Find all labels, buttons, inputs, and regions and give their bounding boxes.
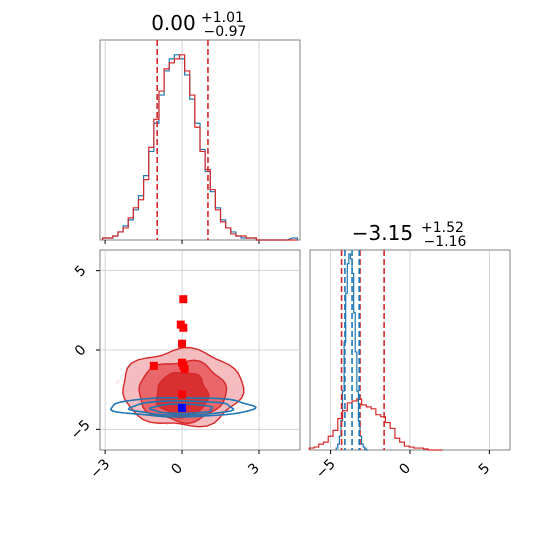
- panel-2-blue-contour: [109, 397, 257, 418]
- panel-2-y-tick-label: −5: [68, 417, 94, 443]
- panel-1-grid: [104, 40, 260, 240]
- panel-1-title-value: 0.00: [151, 11, 196, 35]
- panel-2-red-marker: [178, 390, 187, 399]
- panel-3-x-tick-label: 5: [476, 460, 494, 478]
- panel-2-scatter-point: [212, 354, 215, 357]
- marginal-histogram-2: −5 0 5 −3.15 +1.52 −1.16: [308, 217, 511, 482]
- panel-3-title-minus: −1.16: [424, 234, 467, 250]
- panel-2-x-tick-label: 0: [168, 460, 186, 478]
- panel-2-scatter-point: [237, 368, 240, 371]
- panel-2-scatter-point: [159, 353, 162, 356]
- panel-2-blue-marker: [178, 403, 187, 412]
- panel-3-histogram-red: [308, 398, 443, 451]
- panel-2-scatter-point: [195, 428, 198, 431]
- panel-3-quantile-lines: [340, 250, 385, 450]
- panel-3-x-tick-label: −5: [313, 456, 339, 482]
- panel-1-title-plus: +1.01: [201, 10, 244, 26]
- panel-2-y-tick-label: 0: [72, 342, 90, 360]
- panel-1-title: 0.00 +1.01 −0.97: [151, 7, 249, 40]
- panel-2-red-marker: [179, 295, 188, 304]
- panel-2-scatter-point: [242, 405, 244, 408]
- panel-1-title-minus: −0.97: [204, 24, 247, 40]
- panel-2-blue-contour: [148, 403, 214, 415]
- panel-2-blue-contours: [109, 397, 257, 418]
- panel-2-red-marker: [178, 339, 187, 348]
- panel-2-scatter-point: [117, 379, 120, 382]
- panel-3-title-value: −3.15: [352, 221, 413, 245]
- panel-3-ticks: −5 0 5: [313, 450, 493, 482]
- panel-2-red-marker: [149, 361, 158, 370]
- panel-3-title: −3.15 +1.52 −1.16: [352, 217, 469, 250]
- panel-3-histograms: [308, 253, 443, 451]
- panel-2-red-marker: [179, 323, 188, 332]
- panel-2-grid: [100, 250, 300, 450]
- panel-2-scatter-point: [147, 422, 150, 425]
- panel-3-title-plus: +1.52: [421, 220, 464, 236]
- panel-2-scatter-point: [121, 379, 124, 382]
- panel-2-blue-contour: [127, 399, 235, 416]
- panel-2-scatter-point: [181, 426, 184, 429]
- panel-2-scatter-point: [116, 381, 119, 384]
- panel-1-ticks: [104, 240, 260, 244]
- panel-2-scatter-point: [122, 399, 124, 401]
- panel-2-y-tick-label: 5: [72, 263, 90, 281]
- panel-2-scatter-point: [236, 407, 239, 410]
- panel-3-x-tick-label: 0: [396, 460, 414, 478]
- panel-2-x-tick-label: 3: [245, 460, 263, 478]
- panel-2-scatter-point: [166, 423, 169, 426]
- panel-3-grid: [330, 250, 490, 450]
- panel-2-red-marker: [180, 365, 189, 374]
- panel-2-scatter-point: [222, 421, 225, 424]
- panel-1-frame: [99, 39, 301, 241]
- joint-contour-panel: −3 0 3 −5 0 5: [68, 249, 301, 482]
- panel-2-markers: [149, 295, 189, 412]
- panel-1-histogram-red: [101, 54, 298, 241]
- marginal-histogram-1: 0.00 +1.01 −0.97: [99, 7, 301, 244]
- panel-1-quantile-lines: [156, 40, 209, 240]
- panel-2-x-tick-label: −3: [87, 456, 113, 482]
- panel-1-histograms: [101, 54, 299, 241]
